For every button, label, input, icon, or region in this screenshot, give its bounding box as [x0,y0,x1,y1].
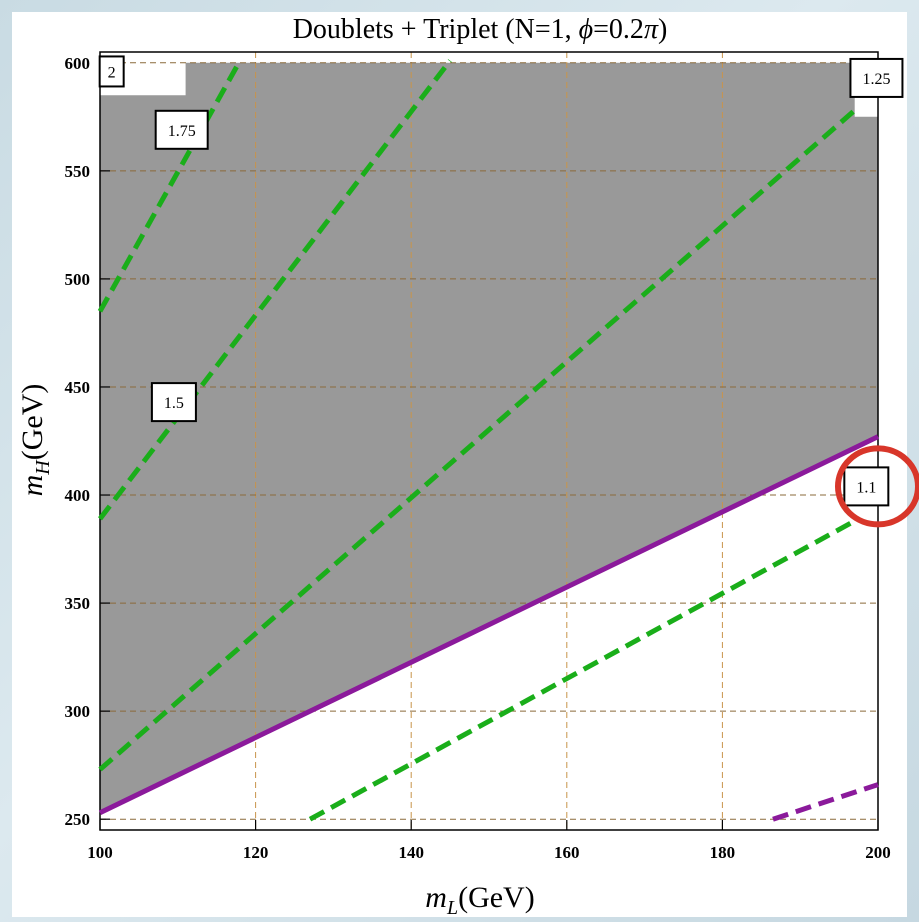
x-tick-label: 140 [398,843,424,862]
y-tick-label: 350 [65,594,91,613]
x-tick-label: 200 [865,843,891,862]
y-axis-title: mH(GeV) [16,384,54,497]
contour-label: 1.75 [154,109,209,150]
contour-label-text: 1.25 [862,71,890,88]
plot-area: 100 120 140 160 180 200 250 300 350 400 450 500 550 6… [65,51,919,862]
y-tick-label: 300 [65,702,91,721]
x-tick-label: 180 [710,843,736,862]
contour-label-box [150,382,197,423]
highlight-circle [835,445,919,528]
y-tick-label: 250 [65,810,91,829]
y-tick-label: 550 [65,162,91,181]
y-tick-label: 450 [65,378,91,397]
y-tick-label: 500 [65,270,91,289]
x-tick-label: 160 [554,843,580,862]
boundary-line [98,434,880,815]
contour-line [98,59,453,521]
y-tick-label: 600 [65,54,91,73]
y-tick-label: 400 [65,486,91,505]
shaded-region [100,62,878,813]
contour-label: 1.25 [849,57,904,98]
contour-label-text: 1.75 [168,123,196,140]
contour-line [308,518,856,822]
purple-dashed-line [772,782,879,822]
x-tick-label: 100 [87,843,113,862]
contour-label-text: 2 [108,64,116,81]
contour-label: 1.1 [843,466,890,507]
chart-title: Doublets + Triplet (N=1, ϕ=0.2π) [293,14,668,45]
x-tick-label: 120 [243,843,269,862]
contour-label-box [154,109,209,150]
contour-label: 1.5 [150,382,197,423]
contour-label-text: 1.1 [856,479,876,496]
contour-label: 2 [98,55,125,88]
contour-label-text: 1.5 [164,395,184,412]
contour-label-box [843,466,890,507]
x-axis-title: mL(GeV) [425,881,534,919]
contour-label-box [849,57,904,98]
plot-frame [99,51,879,831]
contour-label-box [98,55,125,88]
